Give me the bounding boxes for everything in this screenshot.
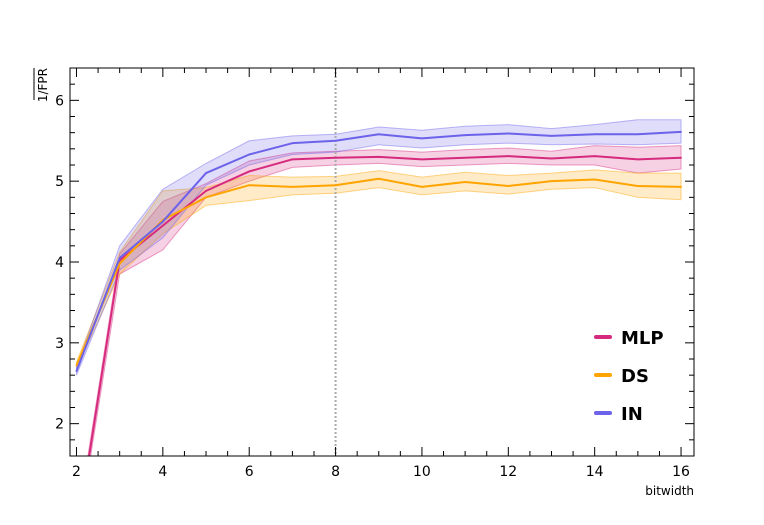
data-point-ds-16 [680,185,682,188]
data-point-ds-12 [507,185,510,187]
data-point-ds-2 [75,364,78,367]
x-tick-label: 16 [672,464,690,480]
data-point-ds-9 [377,177,380,180]
y-tick-label: 4 [55,255,64,271]
x-tick-label: 14 [586,464,604,480]
data-point-mlp-15 [636,158,639,161]
plot-area [75,68,682,456]
data-point-ds-14 [593,178,596,181]
data-point-mlp-12 [507,155,510,158]
data-point-in-2 [75,370,78,373]
legend-label-mlp: MLP [621,328,664,349]
data-point-mlp-10 [421,158,423,161]
y-tick-label: 3 [55,336,64,352]
data-point-in-15 [636,133,639,136]
data-point-ds-15 [636,185,639,187]
data-point-in-5 [205,172,207,174]
x-tick-label: 2 [72,464,81,480]
band-ds [75,169,682,369]
data-point-ds-13 [550,180,553,183]
data-point-ds-8 [334,184,337,187]
data-point-in-3 [118,257,121,259]
data-point-ds-10 [421,185,423,188]
data-point-in-16 [680,130,682,133]
data-point-mlp-4 [161,224,164,227]
data-point-mlp-11 [464,156,467,159]
data-point-in-4 [161,220,164,223]
data-point-in-12 [507,132,510,135]
data-point-ds-11 [464,181,467,183]
data-point-in-8 [334,139,337,142]
x-tick-label: 10 [413,464,431,480]
y-axis-title: 1/FPR [36,68,50,102]
x-tick-label: 8 [331,464,340,480]
data-point-in-7 [291,142,294,145]
y-tick-label: 2 [55,417,64,433]
data-point-ds-5 [205,196,207,199]
x-tick-label: 4 [158,464,167,480]
data-point-in-9 [377,133,380,136]
x-tick-label: 12 [499,464,517,480]
data-point-ds-6 [248,184,251,187]
data-point-mlp-13 [550,157,553,160]
data-point-in-14 [593,133,596,136]
data-point-ds-7 [291,185,294,188]
data-point-in-10 [421,137,423,140]
data-point-mlp-9 [377,156,380,158]
data-point-mlp-8 [334,156,337,159]
data-point-mlp-7 [291,158,294,161]
band-mlp [87,145,682,456]
x-axis-title: bitwidth [645,484,694,498]
series-line-in [75,130,682,372]
y-tick-label: 6 [55,93,64,109]
y-tick-label: 5 [55,174,64,190]
data-point-in-11 [464,134,467,136]
data-point-ds-3 [118,262,121,265]
legend-label-ds: DS [621,366,649,387]
legend: MLP DS IN [594,328,664,425]
data-point-mlp-16 [680,156,682,159]
band-in [75,119,682,376]
legend-label-in: IN [621,404,643,425]
data-point-in-6 [248,153,251,156]
data-point-in-13 [550,135,553,137]
data-point-mlp-14 [593,155,596,158]
data-point-mlp-6 [248,170,251,173]
data-point-mlp-5 [205,189,207,192]
x-tick-label: 6 [245,464,254,480]
